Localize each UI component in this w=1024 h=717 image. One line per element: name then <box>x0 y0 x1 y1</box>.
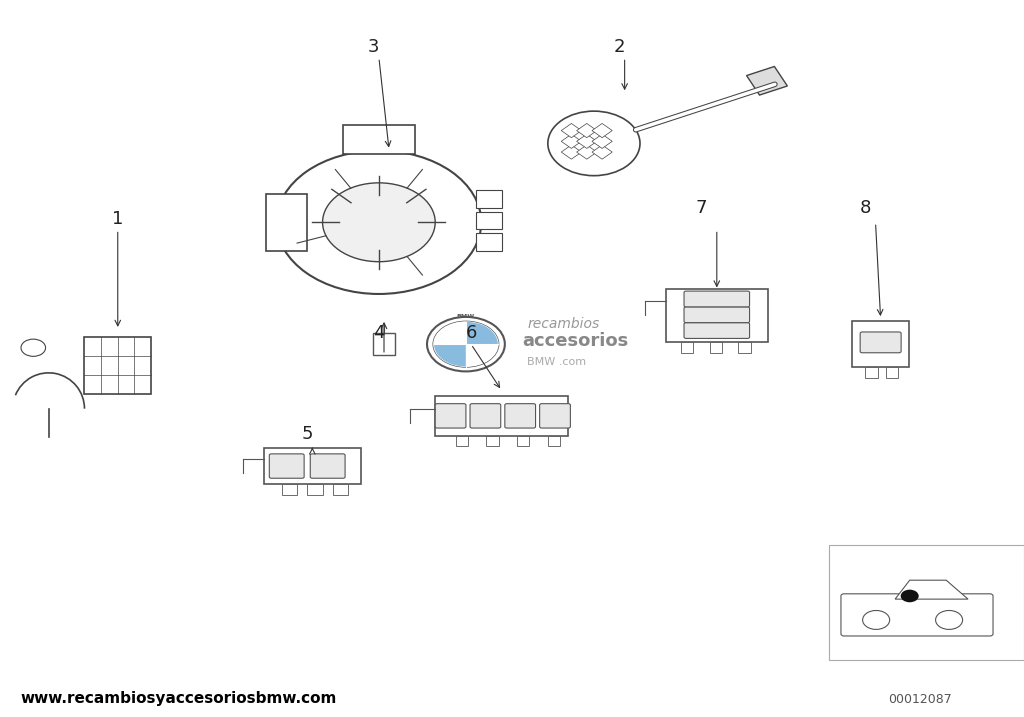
Text: 2: 2 <box>613 37 626 56</box>
FancyBboxPatch shape <box>505 404 536 428</box>
Bar <box>666 288 768 342</box>
Bar <box>577 134 597 148</box>
Bar <box>266 194 307 251</box>
Wedge shape <box>466 344 498 366</box>
Bar <box>343 125 415 154</box>
FancyBboxPatch shape <box>841 594 993 636</box>
Bar <box>307 484 323 495</box>
Bar <box>710 342 722 353</box>
Circle shape <box>901 589 919 602</box>
Text: 6: 6 <box>465 324 477 343</box>
Circle shape <box>276 151 481 294</box>
Wedge shape <box>434 322 466 344</box>
Circle shape <box>433 321 499 367</box>
Circle shape <box>323 183 435 262</box>
Bar <box>852 321 909 367</box>
Bar <box>517 436 529 446</box>
Circle shape <box>548 111 640 176</box>
Bar <box>886 367 898 379</box>
Bar <box>681 342 693 353</box>
Bar <box>264 448 361 484</box>
Bar <box>373 333 395 355</box>
Circle shape <box>427 317 505 371</box>
Bar <box>476 190 502 208</box>
Bar <box>592 145 612 159</box>
Bar <box>548 436 560 446</box>
Polygon shape <box>895 580 968 599</box>
Bar <box>561 134 582 148</box>
Text: 7: 7 <box>695 199 708 217</box>
FancyBboxPatch shape <box>860 332 901 353</box>
Bar <box>592 123 612 138</box>
Bar <box>476 233 502 251</box>
Circle shape <box>22 339 46 356</box>
Text: 1: 1 <box>112 209 124 228</box>
Bar <box>829 545 1024 660</box>
Text: 00012087: 00012087 <box>889 693 952 706</box>
Bar <box>577 145 597 159</box>
Text: BMW: BMW <box>457 314 475 319</box>
Bar <box>486 436 499 446</box>
Bar <box>865 367 878 379</box>
Text: www.recambiosyaccesoriosbmw.com: www.recambiosyaccesoriosbmw.com <box>20 691 337 706</box>
Text: 3: 3 <box>368 37 380 56</box>
FancyBboxPatch shape <box>684 323 750 338</box>
Bar <box>738 342 751 353</box>
Text: accesorios: accesorios <box>522 332 629 350</box>
FancyBboxPatch shape <box>269 454 304 478</box>
Text: BMW .com: BMW .com <box>527 357 587 367</box>
Bar <box>592 134 612 148</box>
Bar <box>476 212 502 229</box>
Circle shape <box>862 610 890 630</box>
FancyBboxPatch shape <box>470 404 501 428</box>
FancyBboxPatch shape <box>435 404 466 428</box>
Bar <box>435 396 568 436</box>
Circle shape <box>936 610 963 630</box>
Text: 4: 4 <box>373 324 385 343</box>
Text: 8: 8 <box>859 199 871 217</box>
FancyBboxPatch shape <box>684 307 750 323</box>
Bar <box>561 123 582 138</box>
Wedge shape <box>434 344 466 366</box>
Text: recambios: recambios <box>527 317 600 331</box>
Bar <box>561 145 582 159</box>
Wedge shape <box>466 322 498 344</box>
Text: 5: 5 <box>301 424 313 443</box>
FancyBboxPatch shape <box>684 291 750 307</box>
Bar <box>84 337 152 394</box>
FancyBboxPatch shape <box>540 404 570 428</box>
Bar <box>282 484 297 495</box>
Bar <box>746 67 787 95</box>
Bar <box>577 123 597 138</box>
Bar <box>333 484 348 495</box>
Bar <box>456 436 468 446</box>
FancyBboxPatch shape <box>310 454 345 478</box>
